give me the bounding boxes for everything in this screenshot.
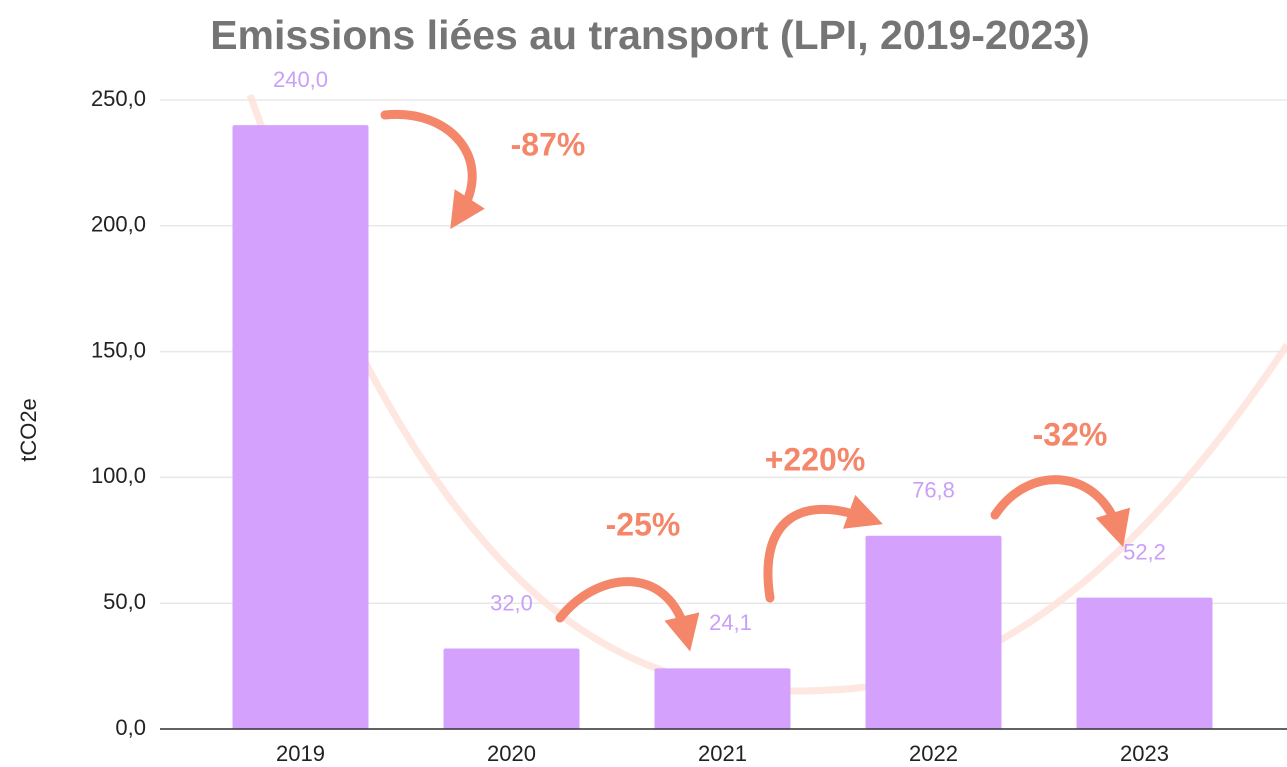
x-tick-label: 2019	[276, 741, 325, 766]
bars	[232, 125, 1213, 729]
x-tick-label: 2023	[1120, 741, 1169, 766]
y-tick-label: 150,0	[91, 337, 146, 362]
value-label: 76,8	[912, 478, 955, 503]
value-label: 240,0	[273, 67, 328, 92]
annotation: -87%	[511, 126, 586, 162]
value-label: 24,1	[709, 610, 752, 635]
arrow	[763, 494, 883, 603]
x-tick-label: 2022	[909, 741, 958, 766]
y-tick-label: 0,0	[115, 715, 146, 740]
value-label: 32,0	[490, 590, 533, 615]
bar	[865, 535, 1002, 729]
bar	[232, 125, 369, 729]
annotation: -25%	[606, 506, 681, 542]
y-tick-label: 100,0	[91, 463, 146, 488]
arrow	[555, 577, 700, 652]
value-label: 52,2	[1123, 539, 1166, 564]
y-tick-label: 250,0	[91, 86, 146, 111]
x-tick-label: 2021	[698, 741, 747, 766]
y-axis-label: tCO2e	[16, 398, 41, 462]
bar	[443, 648, 580, 729]
x-tick-label: 2020	[487, 741, 536, 766]
bar	[654, 668, 791, 729]
annotation: -32%	[1033, 416, 1108, 452]
arrow	[380, 109, 485, 230]
arrow	[990, 475, 1131, 548]
bar	[1076, 597, 1213, 729]
y-tick-label: 200,0	[91, 212, 146, 237]
y-tick-label: 50,0	[103, 589, 146, 614]
arrows	[380, 109, 1131, 652]
annotation: +220%	[765, 441, 866, 477]
chart-title: Emissions liées au transport (LPI, 2019-…	[210, 12, 1090, 58]
